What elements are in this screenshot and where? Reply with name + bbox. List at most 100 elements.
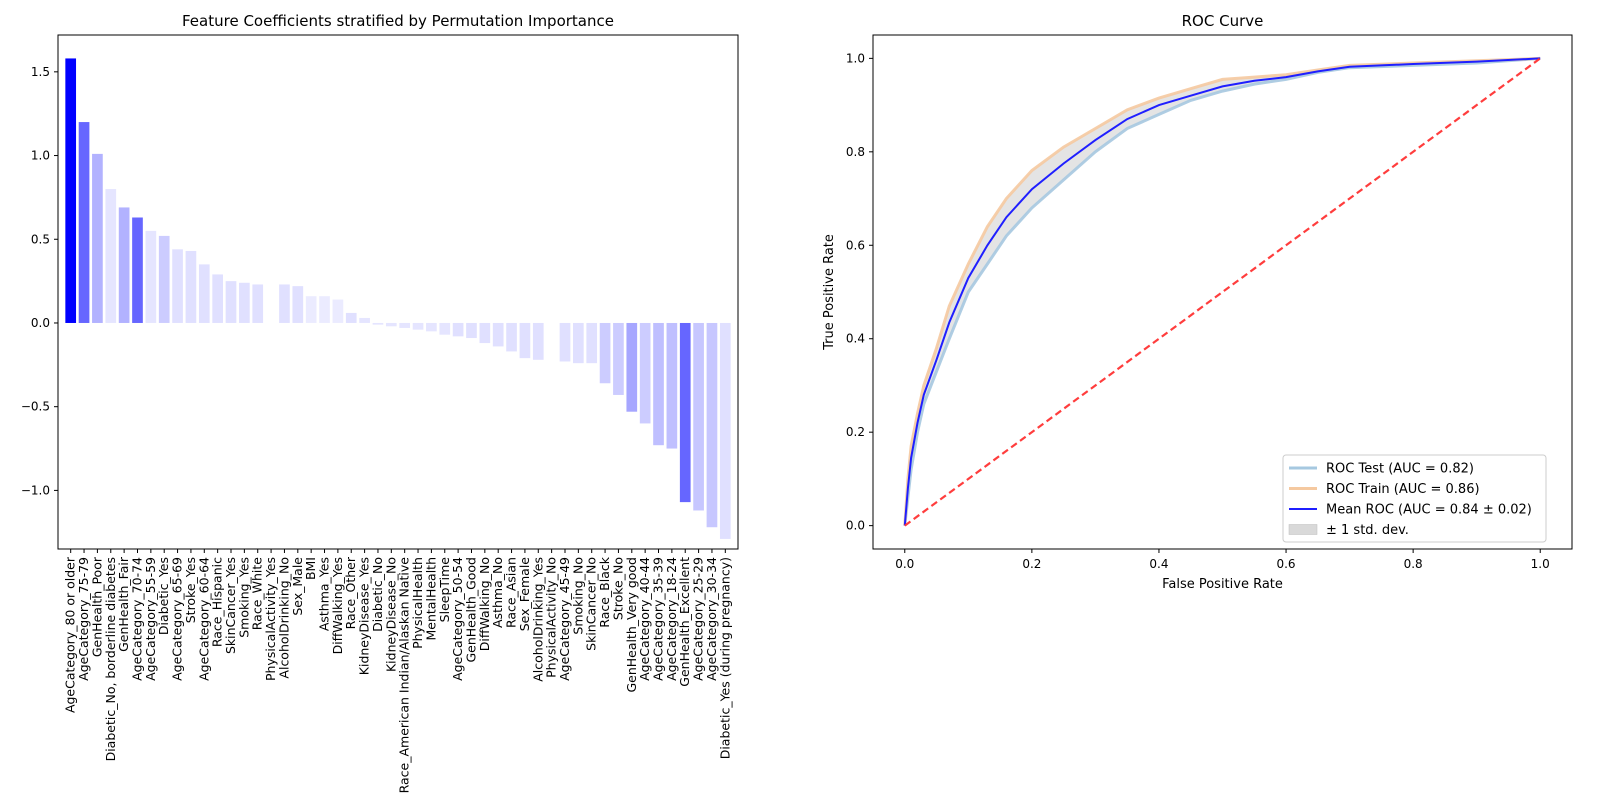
x-tick-label: Race_Other	[343, 556, 358, 629]
bar-48	[706, 322, 718, 528]
bar-13	[239, 282, 250, 323]
y-tick-label: 1.5	[31, 65, 50, 79]
x-tick-label: AgeCategory_25-29	[691, 557, 706, 681]
mean-roc-line	[903, 57, 1541, 526]
x-tick-label: GenHealth_Excellent	[677, 557, 692, 687]
bar-11	[212, 274, 223, 323]
x-tick-label: Sex_Female	[517, 557, 532, 632]
x-tick-label: Race_Asian	[504, 557, 519, 628]
bar-7	[158, 235, 170, 323]
x-tick-label: Stroke_Yes	[183, 557, 198, 623]
x-tick-label: AgeCategory_18-24	[664, 557, 679, 681]
x-tick-label: PhysicalActivity_Yes	[263, 557, 278, 681]
x-tick-label: MentalHealth	[423, 557, 438, 640]
bar-44	[653, 322, 664, 446]
bar-46	[679, 322, 691, 503]
bar-43	[639, 322, 651, 424]
x-tick-label: AgeCategory_80 or older	[63, 556, 78, 713]
roc-chart: ROC Curve 0.00.20.40.60.81.0 0.0 0.2 0.4 0.…	[822, 12, 1573, 592]
legend-label: ROC Train (AUC = 0.86)	[1326, 482, 1480, 497]
bar-27	[426, 322, 437, 332]
x-tick-label: AgeCategory_60-64	[196, 557, 211, 681]
legend-label: ROC Test (AUC = 0.82)	[1326, 462, 1474, 477]
y-tick-label: 0.2	[846, 425, 865, 439]
x-tick-label: AgeCategory_75-79	[76, 557, 91, 681]
x-tick-label: Asthma_Yes	[317, 557, 332, 631]
x-tick-label: SleepTime	[437, 557, 452, 623]
bar-14	[252, 284, 264, 323]
legend-swatch	[1288, 524, 1318, 535]
bar-12	[225, 281, 237, 323]
legend-label: ± 1 std. dev.	[1326, 523, 1409, 538]
x-tick-label: AgeCategory_30-34	[704, 557, 719, 681]
x-tick-label: AgeCategory_50-54	[450, 557, 465, 681]
y-tick-label: 1.0	[846, 51, 865, 65]
x-ticks: 0.0 0.2 0.4 0.6 0.8 1.0	[895, 549, 1550, 571]
x-tick-label: AgeCategory_65-69	[170, 557, 185, 681]
bar-35	[532, 322, 544, 360]
x-tick-label: BMI	[303, 557, 318, 580]
bar-34	[519, 322, 531, 359]
bar-21	[345, 312, 357, 323]
bar-33	[506, 322, 517, 352]
bar-32	[492, 322, 504, 347]
x-tick-label: KidneyDisease_Yes	[357, 557, 372, 675]
y-axis-label: True Positive Rate	[822, 234, 837, 351]
x-tick-label: KidneyDisease_No	[383, 557, 398, 672]
x-tick-label: 0.2	[1022, 557, 1041, 571]
x-tick-label: PhysicalActivity_No	[544, 557, 559, 678]
y-tick-label: 0.4	[846, 332, 865, 346]
bar-41	[613, 322, 624, 395]
roc-chart-title: ROC Curve	[1182, 12, 1264, 30]
roc-plot-area	[903, 56, 1541, 527]
bar-28	[439, 322, 451, 335]
std-band	[904, 58, 1541, 526]
y-ticks: 0.0 0.2 0.4 0.6 0.8 1.0	[846, 51, 873, 533]
x-tick-label: Smoking_Yes	[236, 557, 251, 638]
y-tick-label: −1.0	[21, 483, 50, 497]
bar-40	[599, 322, 611, 384]
bar-22	[359, 317, 370, 323]
bar-4	[118, 207, 130, 323]
bar-group	[65, 58, 731, 539]
x-tick-label: AgeCategory_70-74	[129, 557, 144, 681]
y-ticks: −1.0 −0.5 0.0 0.5 1.0 1.5	[21, 65, 58, 497]
x-tick-label: 0.8	[1404, 557, 1423, 571]
y-tick-label: 0.8	[846, 145, 865, 159]
x-tick-label: GenHealth_Poor	[89, 556, 104, 657]
bar-45	[666, 322, 678, 449]
bar-0	[65, 58, 77, 323]
coefficient-bar-chart: Feature Coefficients stratified by Permu…	[21, 12, 739, 793]
bar-10	[198, 264, 210, 323]
x-tick-label: Asthma_No	[490, 557, 505, 628]
plot-frame	[57, 34, 739, 550]
x-tick-label: AlcoholDrinking_Yes	[530, 557, 545, 682]
x-tick-label: GenHealth_Very good	[624, 557, 639, 693]
bar-2	[92, 153, 103, 323]
bar-chart-title: Feature Coefficients stratified by Permu…	[182, 12, 614, 30]
legend-label: Mean ROC (AUC = 0.84 ± 0.02)	[1326, 503, 1532, 518]
x-tick-label: DiffWalking_No	[477, 557, 492, 651]
x-tick-label: Diabetic_Yes (during pregnancy)	[717, 557, 732, 759]
plot-frame	[872, 34, 1573, 550]
bar-8	[172, 249, 183, 323]
x-tick-label: 0.4	[1149, 557, 1168, 571]
legend-box	[1282, 454, 1547, 543]
x-tick-label: GenHealth_Good	[463, 557, 478, 663]
x-tick-label: Race_Hispanic	[210, 557, 225, 647]
bar-18	[305, 296, 317, 323]
bar-9	[185, 250, 197, 323]
x-tick-label: PhysicalHealth	[410, 557, 425, 649]
bar-1	[78, 122, 90, 323]
bar-47	[693, 322, 704, 511]
x-tick-label: SkinCancer_No	[584, 557, 599, 651]
y-tick-label: 0.0	[31, 316, 50, 330]
bar-6	[145, 230, 157, 323]
x-tick-label: Smoking_No	[570, 557, 585, 635]
bar-37	[559, 322, 571, 362]
x-tick-label: 1.0	[1531, 557, 1550, 571]
bar-20	[332, 299, 344, 323]
bar-23	[372, 322, 384, 325]
y-tick-label: −0.5	[21, 400, 50, 414]
